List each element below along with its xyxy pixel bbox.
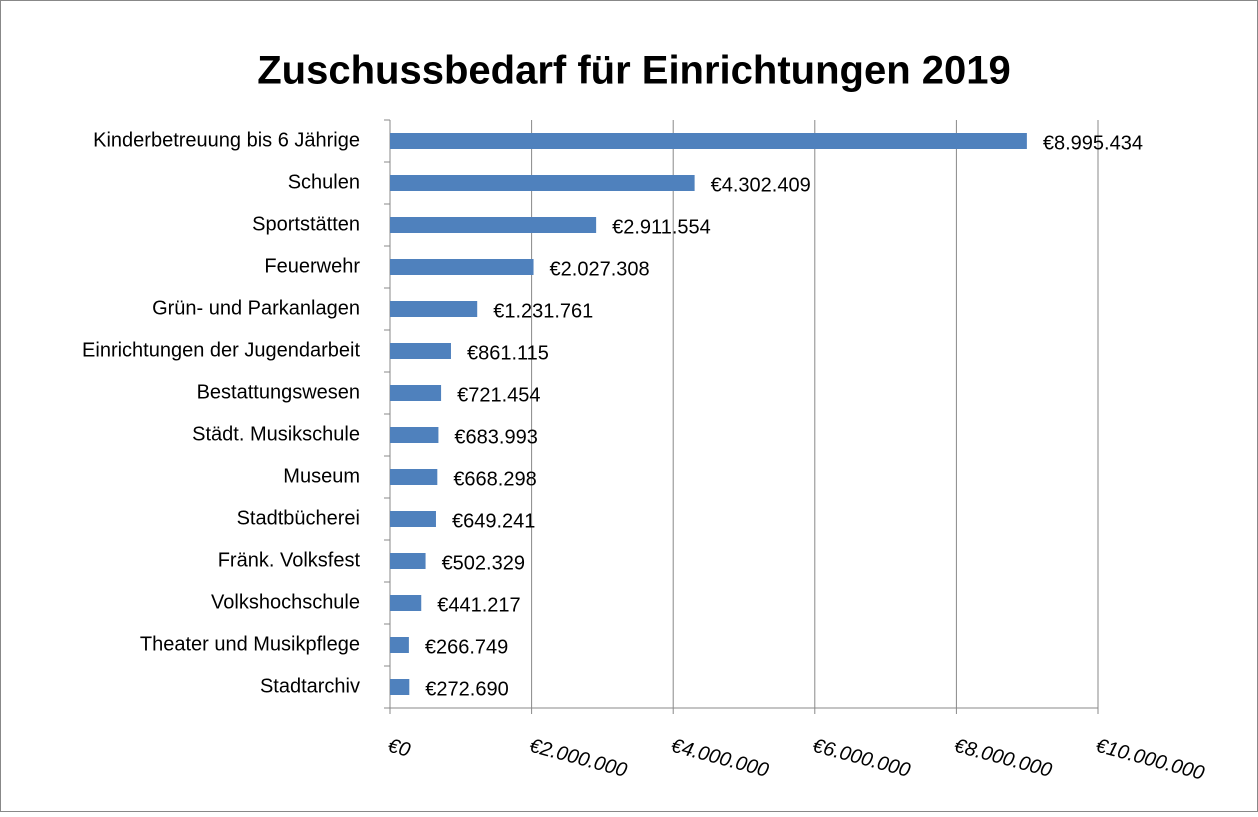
value-label: €721.454 xyxy=(457,384,540,406)
value-label: €861.115 xyxy=(467,342,549,364)
y-tick-label: Volkshochschule xyxy=(211,591,360,613)
bar xyxy=(390,595,422,611)
value-label: €441.217 xyxy=(437,594,520,616)
value-label: €266.749 xyxy=(425,636,508,658)
bar xyxy=(390,637,409,653)
bar xyxy=(390,679,410,695)
value-label: €2.911.554 xyxy=(612,216,711,238)
bar xyxy=(390,469,438,485)
y-tick-label: Museum xyxy=(283,465,360,487)
y-tick-label: Feuerwehr xyxy=(264,255,360,277)
bar xyxy=(390,511,436,527)
y-tick-label: Stadtarchiv xyxy=(260,675,360,697)
chart-title: Zuschussbedarf für Einrichtungen 2019 xyxy=(257,49,1011,93)
value-label: €668.298 xyxy=(453,468,536,490)
bar xyxy=(390,133,1027,149)
y-tick-label: Kinderbetreuung bis 6 Jährige xyxy=(93,129,360,151)
y-tick-label: Bestattungswesen xyxy=(197,381,360,403)
y-tick-label: Stadtbücherei xyxy=(237,507,360,529)
value-label: €683.993 xyxy=(454,426,537,448)
value-label: €1.231.761 xyxy=(493,300,593,322)
bar xyxy=(390,427,439,443)
value-label: €502.329 xyxy=(442,552,525,574)
value-label: €2.027.308 xyxy=(550,258,650,280)
value-label: €272.690 xyxy=(425,678,508,700)
y-tick-label: Städt. Musikschule xyxy=(192,423,360,445)
y-tick-label: Fränk. Volksfest xyxy=(218,549,361,571)
bar xyxy=(390,301,478,317)
bar xyxy=(390,385,442,401)
value-label: €649.241 xyxy=(452,510,535,532)
value-label: €8.995.434 xyxy=(1043,132,1143,154)
y-tick-label: Schulen xyxy=(288,171,360,193)
value-label: €4.302.409 xyxy=(711,174,811,196)
bar xyxy=(390,217,597,233)
y-tick-label: Sportstätten xyxy=(252,213,360,235)
bar xyxy=(390,553,426,569)
y-tick-label: Theater und Musikpflege xyxy=(140,633,360,655)
y-tick-label: Grün- und Parkanlagen xyxy=(152,297,360,319)
bar xyxy=(390,259,534,275)
bar xyxy=(390,343,451,359)
bar xyxy=(390,175,695,191)
y-tick-label: Einrichtungen der Jugendarbeit xyxy=(82,339,360,361)
